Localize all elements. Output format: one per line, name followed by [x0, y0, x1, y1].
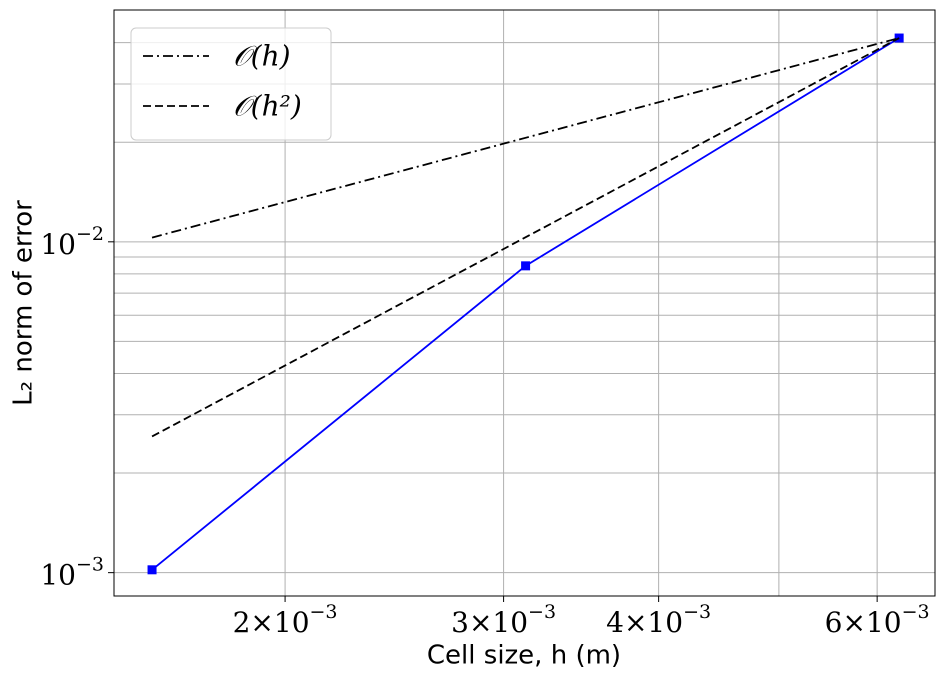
series-line [151, 37, 900, 438]
marker [521, 261, 531, 271]
x-tick-label: 6×10−3 [825, 601, 930, 639]
x-tick-label: 3×10−3 [451, 601, 556, 639]
y-tick-label: 10−3 [40, 554, 104, 592]
series-line [151, 37, 900, 239]
y-axis-label: L₂ norm of error [9, 200, 39, 406]
legend-box [130, 27, 332, 141]
marker [147, 565, 157, 575]
x-tick-label: 2×10−3 [233, 601, 338, 639]
marker [894, 33, 904, 43]
x-tick-label: 4×10−3 [606, 601, 711, 639]
x-axis-label: Cell size, h (m) [427, 641, 621, 671]
legend-label: 𝒪(h) [233, 40, 291, 73]
plot-frame [113, 9, 936, 597]
y-tick-label: 10−2 [40, 223, 104, 261]
legend-label: 𝒪(h²) [233, 90, 302, 123]
